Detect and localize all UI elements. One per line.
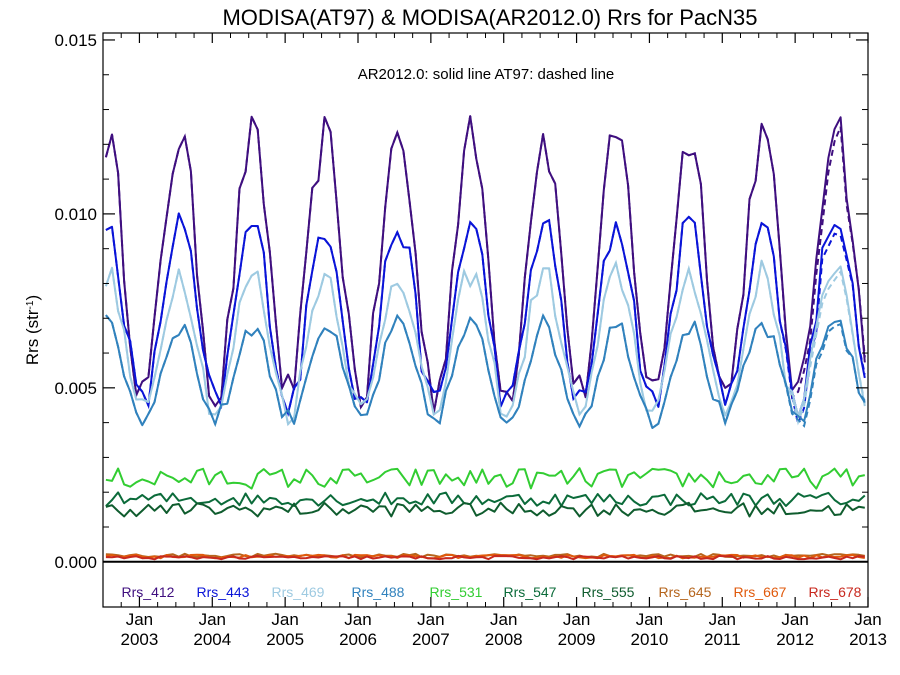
- x-tick-year: 2004: [193, 630, 231, 649]
- legend-item-rrs-488: Rrs_488: [352, 584, 405, 600]
- x-tick-year: 2012: [776, 630, 814, 649]
- x-tick-year: 2009: [558, 630, 596, 649]
- legend-item-rrs-667: Rrs_667: [734, 584, 787, 600]
- y-axis-label-text: Rrs (str: [23, 309, 42, 365]
- y-axis-label: Rrs (str-1): [23, 295, 42, 365]
- x-tick-month: Jan: [490, 610, 517, 629]
- x-tick-month: Jan: [199, 610, 226, 629]
- x-tick-year: 2005: [266, 630, 304, 649]
- series-line-rrs-555: [105, 501, 865, 518]
- series-line-rrs-443: [105, 212, 866, 418]
- x-tick-month: Jan: [854, 610, 881, 629]
- x-tick-year: 2006: [339, 630, 377, 649]
- x-tick-month: Jan: [781, 610, 808, 629]
- y-tick-label: 0.005: [54, 379, 97, 398]
- y-tick-label: 0.015: [54, 31, 97, 50]
- legend-item-rrs-469: Rrs_469: [272, 584, 325, 600]
- x-tick-year: 2008: [485, 630, 523, 649]
- x-tick-month: Jan: [344, 610, 371, 629]
- series-dashed-rrs-469: [104, 259, 866, 427]
- x-tick-month: Jan: [417, 610, 444, 629]
- x-tick-month: Jan: [563, 610, 590, 629]
- series-layer: [104, 113, 866, 561]
- x-tick-year: 2003: [121, 630, 159, 649]
- y-tick-label: 0.010: [54, 205, 97, 224]
- y-axis-label-sup: -1: [25, 300, 36, 309]
- series-line-rrs-547: [105, 491, 866, 507]
- x-tick-month: Jan: [126, 610, 153, 629]
- x-tick-year: 2010: [631, 630, 669, 649]
- y-axis-label-close: ): [23, 295, 42, 301]
- series-line-rrs-678: [105, 554, 865, 561]
- x-tick-month: Jan: [271, 610, 298, 629]
- legend: Rrs_412 Rrs_443 Rrs_469 Rrs_488 Rrs_531 Rrs_5…: [122, 584, 862, 600]
- x-tick-year: 2007: [412, 630, 450, 649]
- line-style-annotation: AR2012.0: solid line AT97: dashed line: [358, 66, 615, 83]
- series-line-rrs-531: [105, 467, 866, 490]
- series-dashed-rrs-412: [104, 113, 866, 413]
- x-tick-year: 2011: [704, 630, 741, 649]
- series-line-rrs-488: [105, 314, 866, 429]
- y-tick-label: 0.000: [54, 553, 97, 572]
- x-tick-month: Jan: [709, 610, 736, 629]
- svg-text:Rrs (str-1): Rrs (str-1): [23, 295, 42, 365]
- legend-item-rrs-531: Rrs_531: [430, 584, 483, 600]
- legend-item-rrs-547: Rrs_547: [504, 584, 557, 600]
- legend-item-rrs-412: Rrs_412: [122, 584, 175, 600]
- series-dashed-rrs-488: [105, 312, 866, 430]
- x-tick-year: 2013: [849, 630, 887, 649]
- legend-item-rrs-555: Rrs_555: [582, 584, 635, 600]
- legend-item-rrs-443: Rrs_443: [197, 584, 250, 600]
- axes: 0.0000.0050.0100.015Jan2003Jan2004Jan200…: [54, 31, 886, 649]
- legend-item-rrs-678: Rrs_678: [809, 584, 862, 600]
- x-tick-month: Jan: [636, 610, 663, 629]
- series-line-rrs-412: [104, 115, 866, 414]
- chart-title: MODISA(AT97) & MODISA(AR2012.0) Rrs for …: [222, 5, 757, 30]
- legend-item-rrs-645: Rrs_645: [659, 584, 712, 600]
